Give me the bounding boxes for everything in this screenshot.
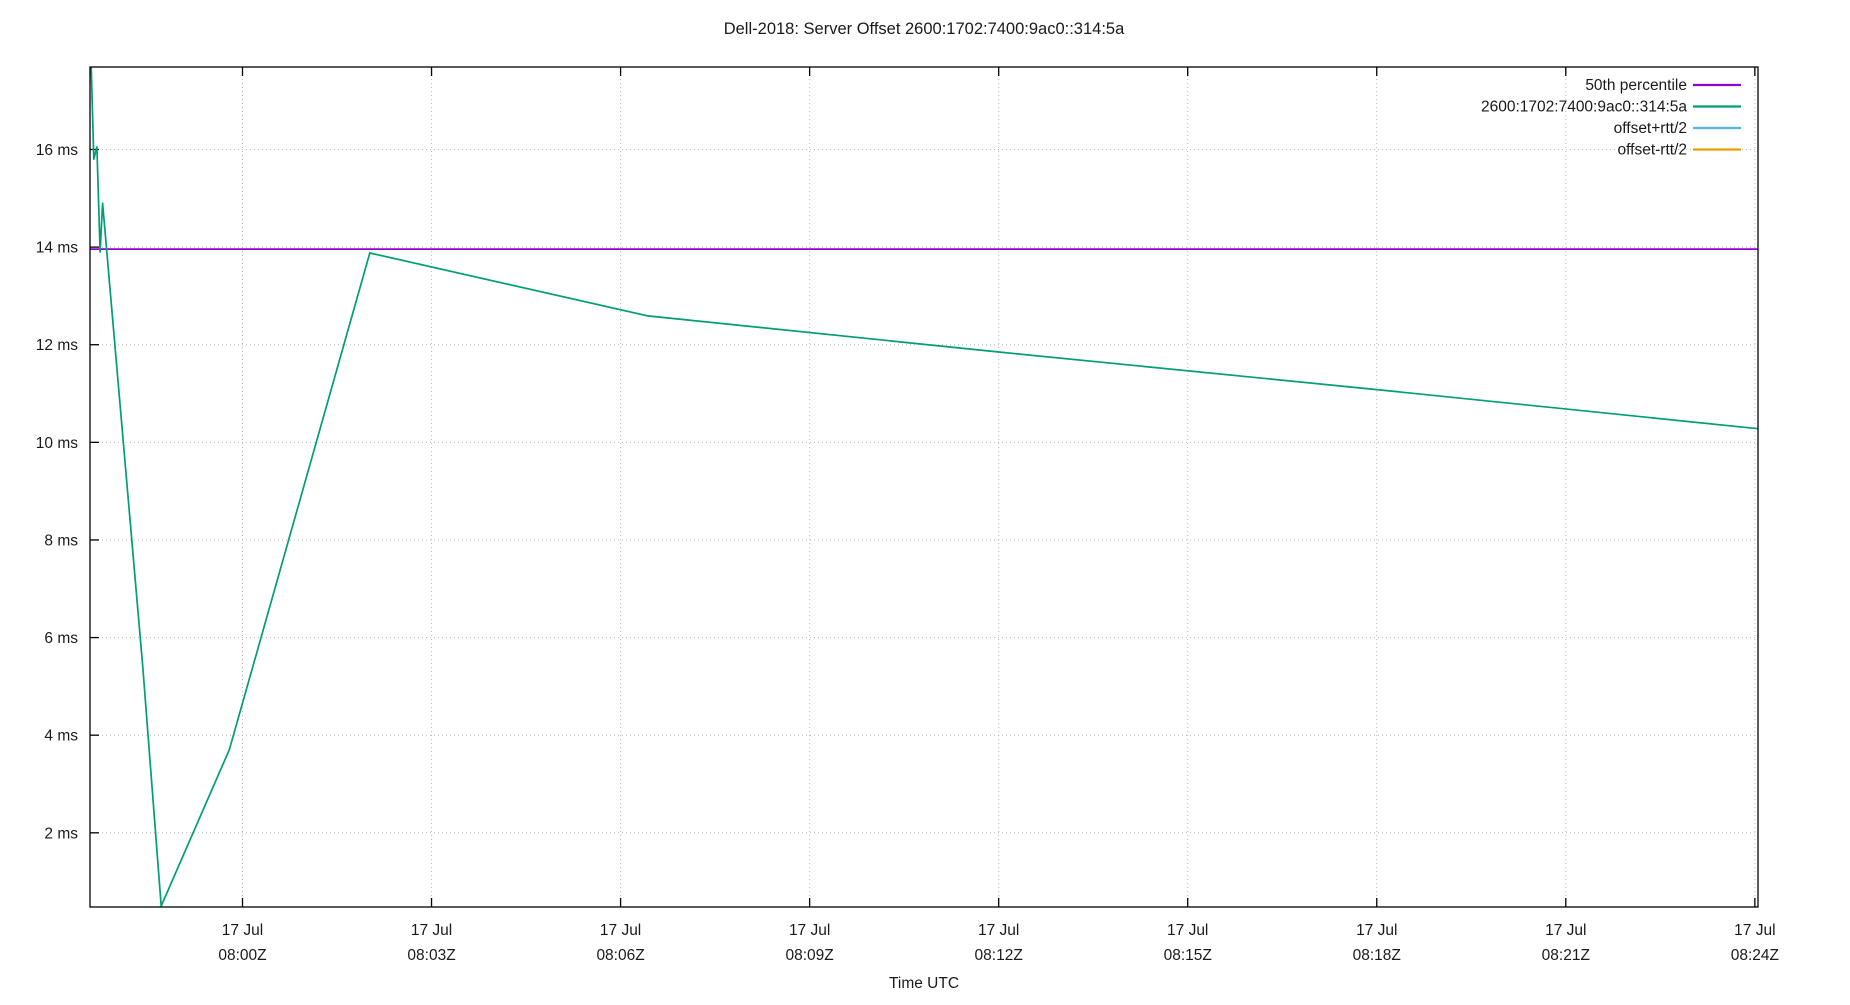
y-tick-label: 6 ms bbox=[44, 630, 78, 647]
y-tick-label: 16 ms bbox=[36, 142, 78, 159]
x-tick-time-label: 08:12Z bbox=[975, 947, 1023, 964]
legend-label-offset-minus-rtt2: offset-rtt/2 bbox=[1618, 142, 1688, 159]
legend-label-offset-plus-rtt2: offset+rtt/2 bbox=[1614, 120, 1687, 137]
x-tick-date-label: 17 Jul bbox=[1734, 922, 1775, 939]
x-tick-date-label: 17 Jul bbox=[600, 922, 641, 939]
legend-label-server-offset: 2600:1702:7400:9ac0::314:5a bbox=[1481, 99, 1687, 116]
x-tick-time-label: 08:15Z bbox=[1164, 947, 1212, 964]
x-tick-date-label: 17 Jul bbox=[1167, 922, 1208, 939]
x-tick-date-label: 17 Jul bbox=[411, 922, 452, 939]
x-tick-time-label: 08:24Z bbox=[1731, 947, 1779, 964]
x-tick-time-label: 08:03Z bbox=[407, 947, 455, 964]
y-tick-label: 12 ms bbox=[36, 337, 78, 354]
y-tick-label: 2 ms bbox=[44, 825, 78, 842]
x-axis-label: Time UTC bbox=[889, 975, 959, 992]
x-tick-time-label: 08:21Z bbox=[1542, 947, 1590, 964]
y-tick-label: 10 ms bbox=[36, 435, 78, 452]
plot-area: 17 Jul 08:00Z 17 Jul 08:03Z 17 Jul 08:06Z 17 J… bbox=[36, 66, 1779, 964]
x-tick-time-label: 08:09Z bbox=[785, 947, 833, 964]
x-tick-date-label: 17 Jul bbox=[789, 922, 830, 939]
legend-label-percentile-50: 50th percentile bbox=[1585, 77, 1687, 94]
y-tick-label: 8 ms bbox=[44, 532, 78, 549]
x-tick-time-label: 08:06Z bbox=[596, 947, 644, 964]
x-tick-time-label: 08:00Z bbox=[218, 947, 266, 964]
plot-border bbox=[89, 66, 1759, 908]
chart-title: Dell-2018: Server Offset 2600:1702:7400:… bbox=[724, 20, 1125, 38]
series-line-server-offset bbox=[90, 67, 1758, 907]
y-tick-label: 14 ms bbox=[36, 240, 78, 257]
x-tick-date-label: 17 Jul bbox=[1356, 922, 1397, 939]
x-tick-date-label: 17 Jul bbox=[1545, 922, 1586, 939]
x-tick-date-label: 17 Jul bbox=[978, 922, 1019, 939]
x-tick-date-label: 17 Jul bbox=[222, 922, 263, 939]
y-tick-label: 4 ms bbox=[44, 728, 78, 745]
x-tick-time-label: 08:18Z bbox=[1353, 947, 1401, 964]
